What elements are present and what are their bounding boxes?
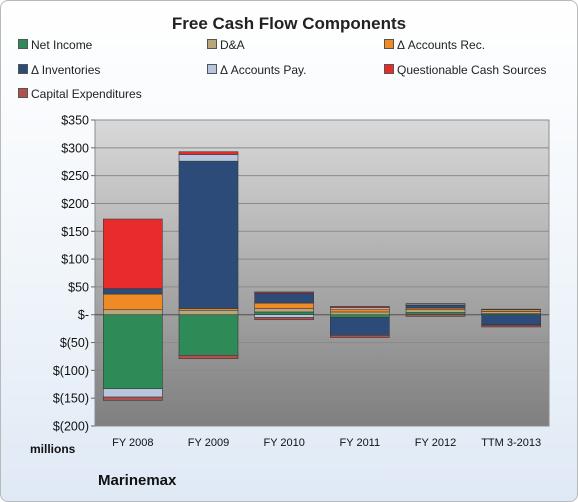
legend-label: Δ Accounts Pay.: [220, 63, 307, 77]
bar-accounts-rec-fy-2011: [330, 308, 390, 313]
bar-accounts-pay-fy-2008: [103, 388, 163, 398]
legend-label: Questionable Cash Sources: [397, 63, 547, 77]
legend-swatch: [207, 64, 217, 74]
bar-accounts-pay-fy-2009: [178, 154, 239, 162]
bar-net-income-fy-2009: [178, 314, 239, 356]
x-tick-label: FY 2008: [112, 437, 153, 449]
bar-inventories-fy-2010: [254, 292, 314, 304]
bar-d-a-ttm-3-2013: [481, 311, 541, 314]
y-tick-label: $50: [68, 280, 89, 294]
y-tick-label: $-: [78, 308, 89, 322]
y-tick-label: $(200): [53, 420, 89, 434]
bar-net-income-fy-2010: [254, 311, 314, 316]
legend-swatch: [18, 39, 28, 49]
bar-inventories-fy-2008: [103, 288, 163, 295]
bar-capital-expenditures-fy-2008: [103, 396, 163, 401]
legend-item-capital-expenditures: Capital Expenditures: [18, 87, 142, 101]
bar-questionable-cash-sources-fy-2011: [330, 306, 390, 308]
bar-questionable-cash-sources-ttm-3-2013: [481, 308, 541, 311]
legend-label: Net Income: [31, 38, 93, 52]
legend-item-accounts-rec: Δ Accounts Rec.: [384, 38, 485, 52]
legend-label: Δ Accounts Rec.: [397, 38, 486, 52]
bar-questionable-cash-sources-fy-2009: [178, 151, 239, 155]
bar-questionable-cash-sources-fy-2010: [254, 291, 314, 294]
bar-accounts-rec-fy-2010: [254, 302, 314, 309]
y-tick-label: $200: [61, 197, 89, 211]
y-tick-label: $150: [61, 225, 89, 239]
bar-inventories-fy-2009: [178, 160, 239, 309]
bar-capital-expenditures-fy-2011: [330, 335, 390, 338]
legend-swatch: [384, 39, 394, 49]
y-tick-label: $(50): [60, 336, 89, 350]
bar-d-a-fy-2011: [330, 311, 390, 316]
bar-net-income-fy-2012: [405, 312, 466, 316]
legend-label: Capital Expenditures: [31, 87, 142, 101]
bar-d-a-fy-2009: [178, 309, 239, 316]
y-tick-label: $(100): [53, 364, 89, 378]
bar-capital-expenditures-ttm-3-2013: [481, 324, 541, 328]
y-tick-label: $100: [61, 253, 89, 267]
company-name: Marinemax: [98, 472, 177, 489]
bar-d-a-fy-2008: [103, 309, 163, 316]
x-tick-label: TTM 3-2013: [481, 437, 541, 449]
bar-inventories-fy-2011: [330, 317, 390, 336]
bar-questionable-cash-sources-fy-2012: [405, 303, 466, 305]
bar-d-a-fy-2012: [405, 309, 466, 313]
bar-accounts-pay-fy-2010: [254, 314, 314, 318]
legend-label: Δ Inventories: [31, 63, 101, 77]
plot-area: [94, 119, 550, 427]
units-label: millions: [30, 442, 76, 456]
bar-inventories-ttm-3-2013: [481, 314, 541, 326]
legend-swatch: [18, 88, 28, 98]
bar-capital-expenditures-fy-2012: [405, 314, 466, 317]
bar-inventories-fy-2012: [405, 304, 466, 309]
legend-item-inventories: Δ Inventories: [18, 63, 100, 77]
x-tick-label: FY 2011: [340, 437, 381, 449]
bar-capital-expenditures-fy-2009: [178, 355, 239, 359]
bar-net-income-fy-2011: [330, 314, 390, 318]
y-tick-label: $300: [61, 141, 89, 155]
legend-swatch: [18, 64, 28, 74]
chart-title: Free Cash Flow Components: [171, 14, 407, 33]
legend-label: D&A: [220, 38, 245, 52]
legend-item-net-income: Net Income: [18, 38, 92, 52]
bar-capital-expenditures-fy-2010: [254, 317, 314, 321]
x-tick-label: FY 2009: [188, 437, 229, 449]
y-tick-label: $250: [61, 169, 89, 183]
bar-questionable-cash-sources-fy-2008: [103, 218, 163, 289]
bar-d-a-fy-2010: [254, 308, 314, 313]
legend-item-d-a: D&A: [207, 38, 245, 52]
bar-net-income-fy-2008: [103, 314, 163, 390]
legend-item-questionable-cash-sources: Questionable Cash Sources: [384, 63, 546, 77]
x-tick-label: FY 2010: [263, 437, 304, 449]
y-tick-label: $(150): [53, 392, 89, 406]
x-tick-label: FY 2012: [415, 437, 456, 449]
legend-swatch: [207, 39, 217, 49]
legend-swatch: [384, 64, 394, 74]
bar-accounts-rec-fy-2008: [103, 293, 163, 311]
legend-item-accounts-pay: Δ Accounts Pay.: [207, 63, 307, 77]
y-tick-label: $350: [61, 114, 89, 128]
